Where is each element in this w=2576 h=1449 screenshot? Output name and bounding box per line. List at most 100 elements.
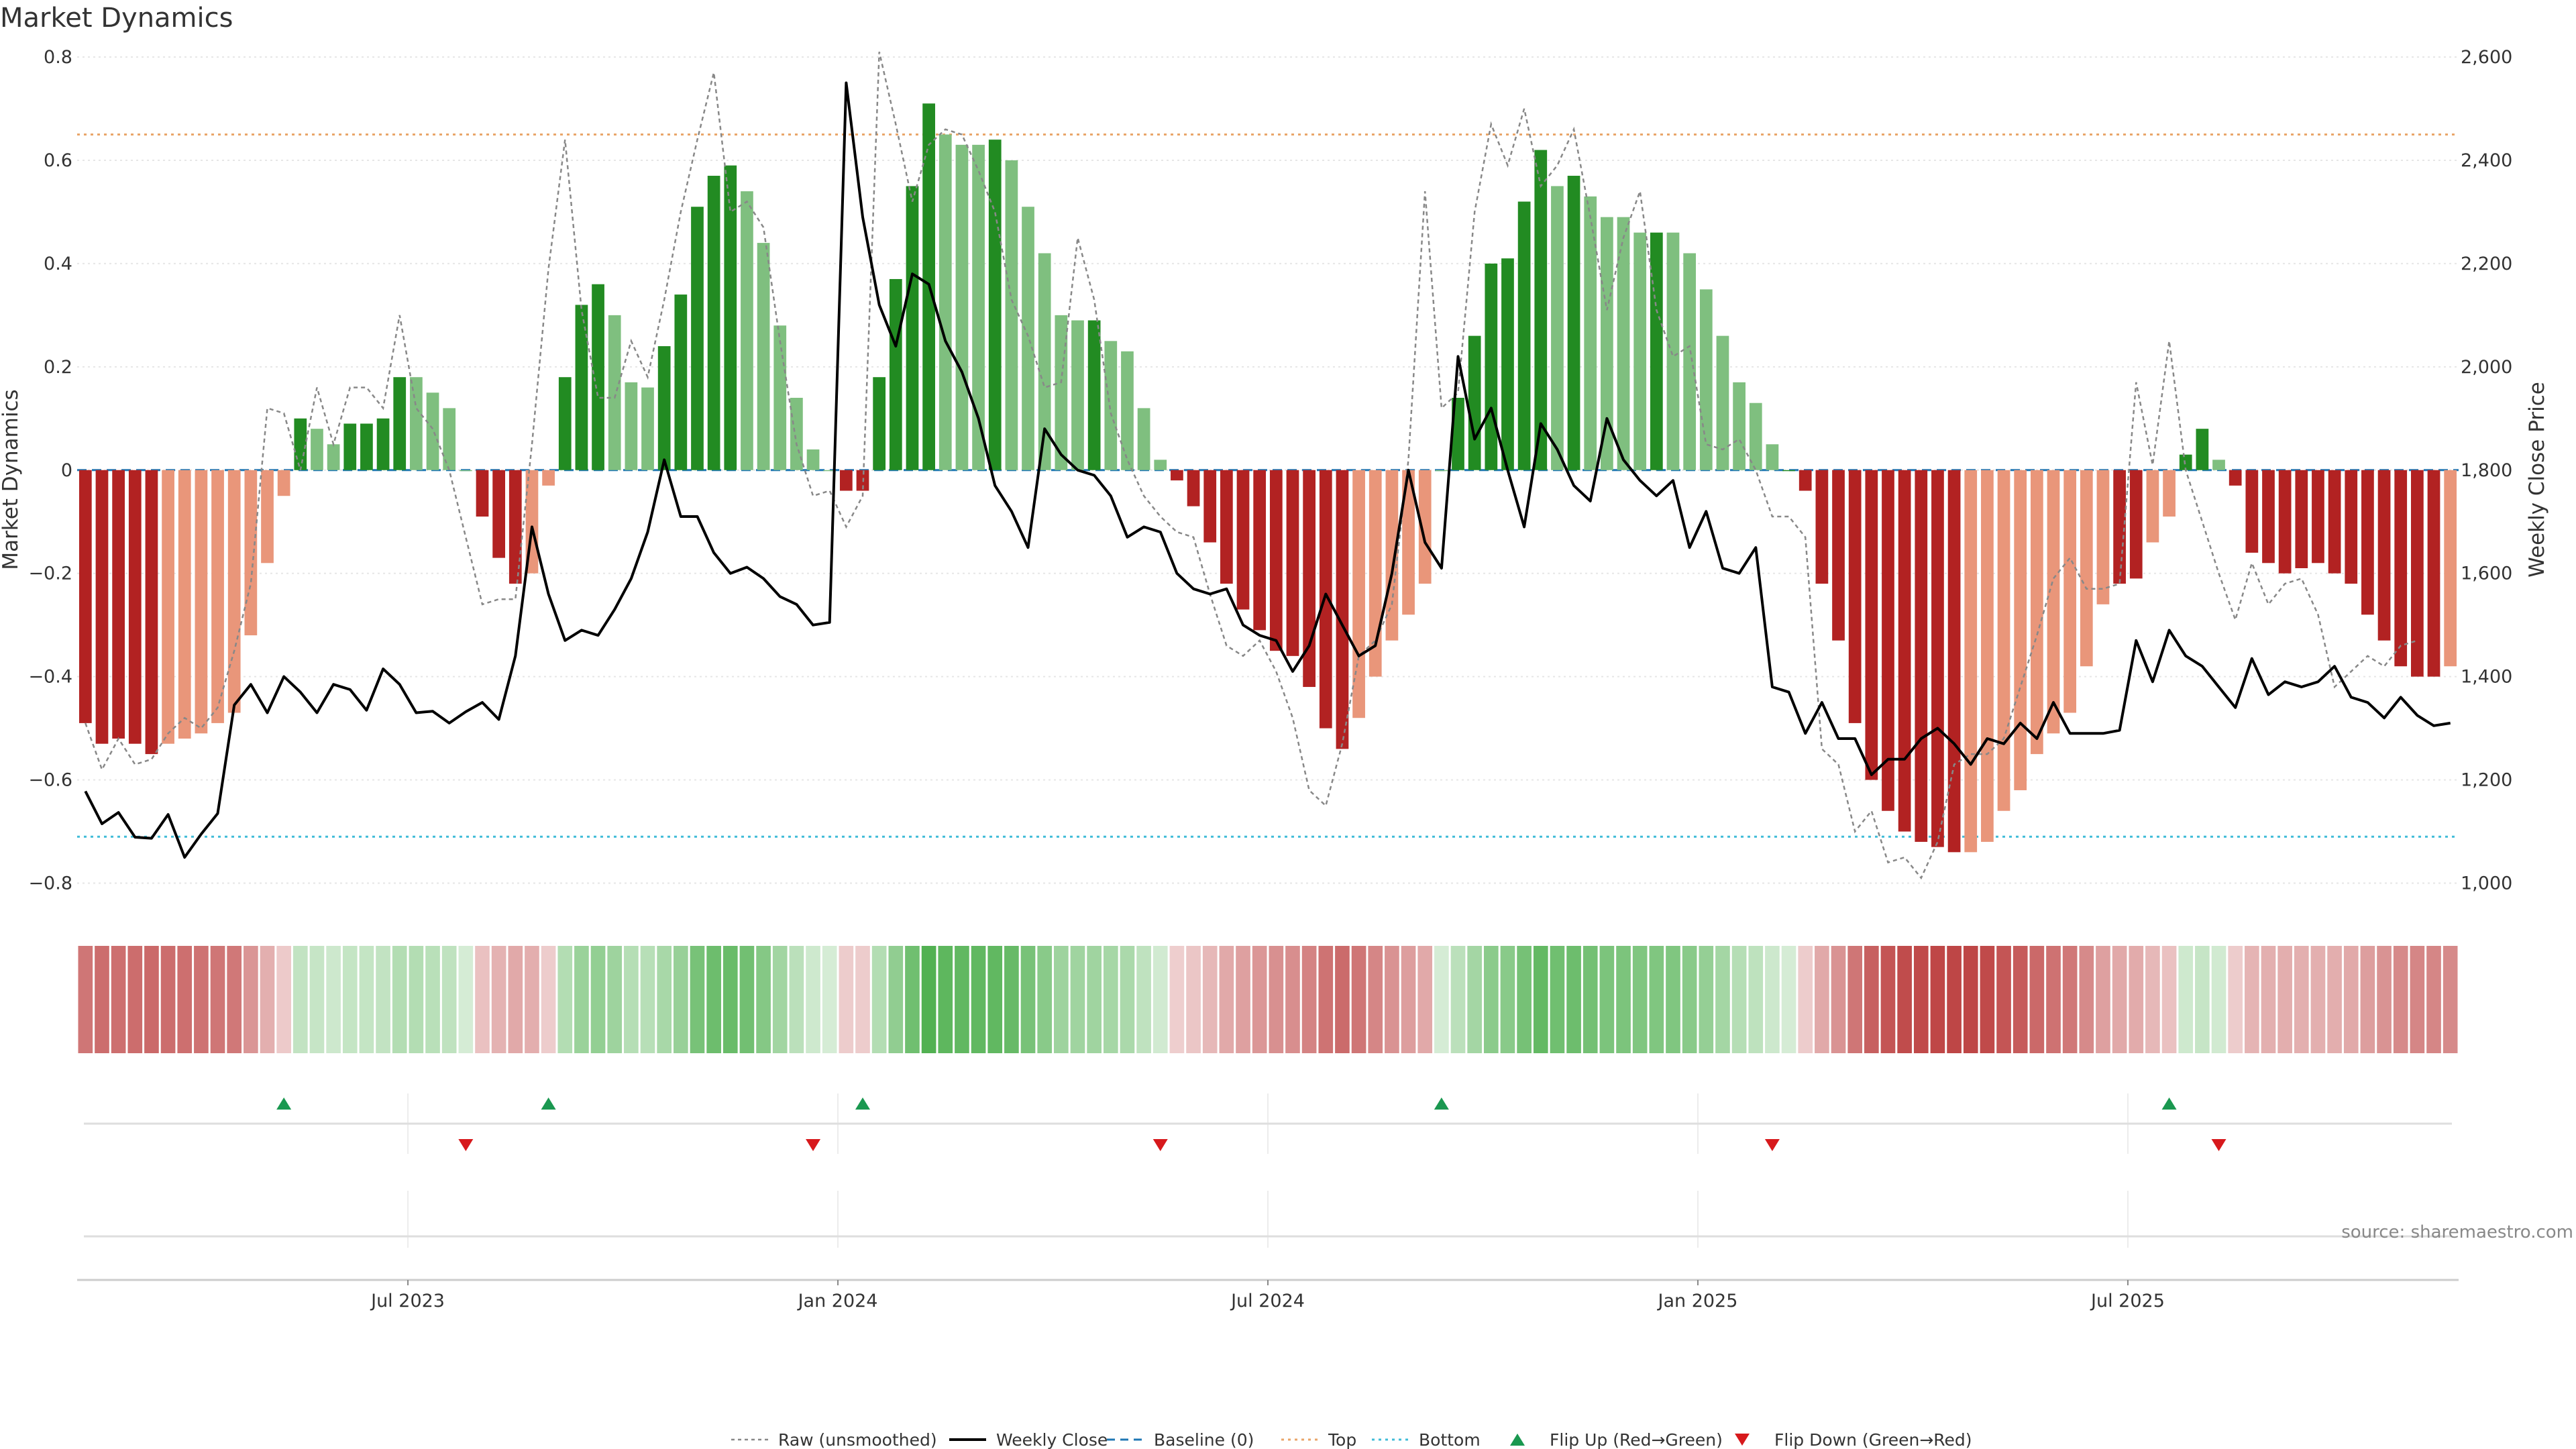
dynamics-bar xyxy=(873,377,886,470)
y-tick-right: 2,600 xyxy=(2461,47,2512,68)
heat-cell xyxy=(409,946,424,1053)
flip-up-marker xyxy=(2161,1097,2177,1110)
heat-cell xyxy=(2377,946,2392,1053)
heat-cell xyxy=(1616,946,1631,1053)
heat-cell xyxy=(971,946,986,1053)
dynamics-bar xyxy=(1931,470,1944,847)
chart-title: Market Dynamics xyxy=(0,3,233,34)
dynamics-bar xyxy=(1087,320,1101,470)
heat-cell xyxy=(1666,946,1680,1053)
y-tick-left: −0.8 xyxy=(28,873,72,894)
dynamics-bar xyxy=(145,470,158,755)
dynamics-bar xyxy=(327,444,340,470)
dynamics-bar xyxy=(1104,341,1118,470)
y-axis-label-right: Weekly Close Price xyxy=(2525,382,2549,578)
heat-cell xyxy=(1963,946,1978,1053)
heat-cell xyxy=(2327,946,2342,1053)
heat-cell xyxy=(2062,946,2078,1053)
dynamics-bar xyxy=(938,134,952,470)
y-tick-right: 2,000 xyxy=(2461,357,2512,378)
heat-cell xyxy=(1236,946,1250,1053)
dynamics-bar xyxy=(823,470,837,472)
heat-cell xyxy=(1351,946,1366,1053)
heat-cell xyxy=(1649,946,1664,1053)
dynamics-bar xyxy=(508,470,522,584)
heat-cell xyxy=(2360,946,2375,1053)
y-tick-right: 2,400 xyxy=(2461,150,2512,171)
heat-cell xyxy=(1219,946,1234,1053)
dynamics-bar xyxy=(195,470,208,734)
legend-label: Baseline (0) xyxy=(1154,1430,1254,1449)
heat-cell xyxy=(194,946,209,1053)
heat-cell xyxy=(1533,946,1548,1053)
heat-cell xyxy=(839,946,854,1053)
y-tick-left: −0.6 xyxy=(28,770,72,791)
dynamics-bar xyxy=(2444,470,2457,667)
dynamics-bar xyxy=(492,470,506,558)
heat-cell xyxy=(1152,946,1168,1053)
dynamics-bar xyxy=(657,346,671,470)
dynamics-bar xyxy=(277,470,290,496)
dynamics-bar xyxy=(1385,470,1399,641)
heat-cell xyxy=(690,946,705,1053)
heat-cell xyxy=(1087,946,1102,1053)
dynamics-bar xyxy=(1567,176,1580,470)
y-tick-right: 1,800 xyxy=(2461,460,2512,481)
heat-cell xyxy=(756,946,771,1053)
heat-cell xyxy=(1599,946,1615,1053)
dynamics-bar xyxy=(178,470,191,739)
dynamics-bar xyxy=(757,243,770,470)
dynamics-bars xyxy=(78,103,2457,853)
heat-cell xyxy=(1731,946,1747,1053)
dynamics-bar xyxy=(1683,253,1697,470)
heat-cell xyxy=(1765,946,1780,1053)
heat-cell xyxy=(739,946,755,1053)
dynamics-bar xyxy=(2113,470,2126,584)
legend-label: Weekly Close xyxy=(996,1430,1108,1449)
dynamics-bar xyxy=(162,470,174,744)
heat-cell xyxy=(2079,946,2094,1053)
heat-cell xyxy=(574,946,589,1053)
dynamics-bar xyxy=(1517,201,1531,470)
heat-cell xyxy=(359,946,374,1053)
dynamics-bar xyxy=(1981,470,1994,842)
heat-cell xyxy=(2178,946,2194,1053)
x-tick-label: Jul 2025 xyxy=(2090,1291,2165,1311)
legend-label: Raw (unsmoothed) xyxy=(778,1430,937,1449)
dynamics-bar xyxy=(1319,470,1332,729)
legend-label: Flip Up (Red→Green) xyxy=(1550,1430,1723,1449)
heat-cell xyxy=(508,946,523,1053)
dynamics-bar xyxy=(2312,470,2324,564)
flip-down-marker xyxy=(1152,1139,1168,1151)
legend-swatch-flip-up xyxy=(1510,1434,1525,1446)
x-tick-label: Jan 2024 xyxy=(797,1291,878,1311)
heat-cell xyxy=(1318,946,1334,1053)
dynamics-bar xyxy=(443,408,456,470)
dynamics-bar xyxy=(1501,258,1514,470)
heat-cell xyxy=(607,946,623,1053)
heat-cell xyxy=(905,946,920,1053)
dynamics-bar xyxy=(1799,470,1812,491)
dynamics-bar xyxy=(2146,470,2159,543)
dynamics-bar xyxy=(608,315,621,470)
heat-cell xyxy=(491,946,506,1053)
dynamics-bar xyxy=(2063,470,2077,713)
dynamics-bar xyxy=(1848,470,1862,723)
dynamics-bar xyxy=(1121,351,1134,470)
raw-line xyxy=(85,52,2418,880)
legend-item: Top xyxy=(1281,1430,1356,1449)
dynamics-bar xyxy=(1485,263,1498,470)
y-axis-label-left: Market Dynamics xyxy=(0,389,23,570)
heat-strip xyxy=(78,946,2458,1053)
heat-cell xyxy=(1566,946,1581,1053)
heat-cell xyxy=(855,946,870,1053)
heat-cell xyxy=(1385,946,1399,1053)
dynamics-bar xyxy=(393,377,407,470)
dynamics-bar xyxy=(1418,470,1432,584)
dynamics-bar xyxy=(1898,470,1911,832)
heat-cell xyxy=(376,946,390,1053)
dynamics-bar xyxy=(1187,470,1200,506)
heat-cell xyxy=(1417,946,1433,1053)
heat-cell xyxy=(955,946,969,1053)
dynamics-bar xyxy=(1269,470,1283,651)
